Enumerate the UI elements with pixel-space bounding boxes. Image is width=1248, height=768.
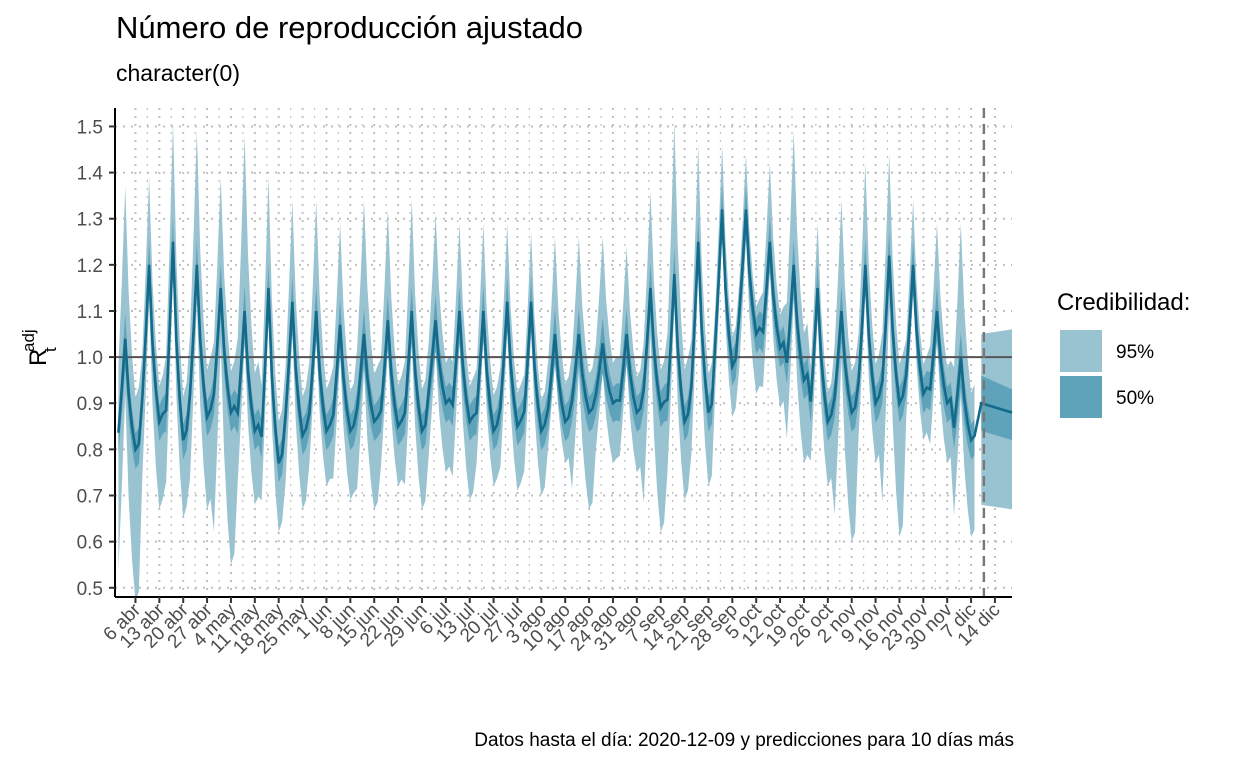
legend-label-50: 50% (1116, 388, 1154, 409)
y-axis-label-superscript: adj (19, 329, 38, 352)
y-tick-label: 0.6 (77, 533, 103, 554)
y-axis-ticks: 0.5 0.6 0.7 0.8 0.9 1.0 1.1 1.2 1.3 1.4 1.5 (77, 117, 115, 600)
y-tick-label: 1.4 (77, 164, 104, 185)
chart-subtitle: character(0) (116, 60, 240, 86)
caption: Datos hasta el día: 2020-12-09 y predicc… (474, 730, 1014, 751)
y-tick-label: 0.7 (77, 487, 103, 508)
y-tick-label: 1.1 (77, 302, 103, 323)
y-axis-label-base: R (25, 349, 52, 366)
y-tick-label: 1.3 (77, 210, 103, 231)
legend: Credibilidad: 95% 50% (1057, 289, 1190, 418)
legend-key-95 (1060, 330, 1102, 372)
median-line (117, 209, 1013, 464)
y-tick-label: 1.0 (77, 348, 103, 369)
y-tick-label: 0.5 (77, 579, 103, 600)
legend-title: Credibilidad: (1057, 289, 1190, 316)
legend-label-95: 95% (1116, 342, 1154, 363)
axes (114, 108, 1012, 598)
y-tick-label: 1.5 (77, 117, 103, 138)
y-tick-label: 0.8 (77, 440, 103, 461)
y-axis-label-subscript: t (41, 347, 60, 352)
y-axis-label: R adj t (19, 329, 60, 366)
credible-band-50 (118, 184, 975, 483)
chart-title: Número de reproducción ajustado (116, 10, 583, 45)
y-tick-label: 0.9 (77, 394, 103, 415)
y-tick-label: 1.2 (77, 256, 103, 277)
legend-key-50 (1060, 376, 1102, 418)
